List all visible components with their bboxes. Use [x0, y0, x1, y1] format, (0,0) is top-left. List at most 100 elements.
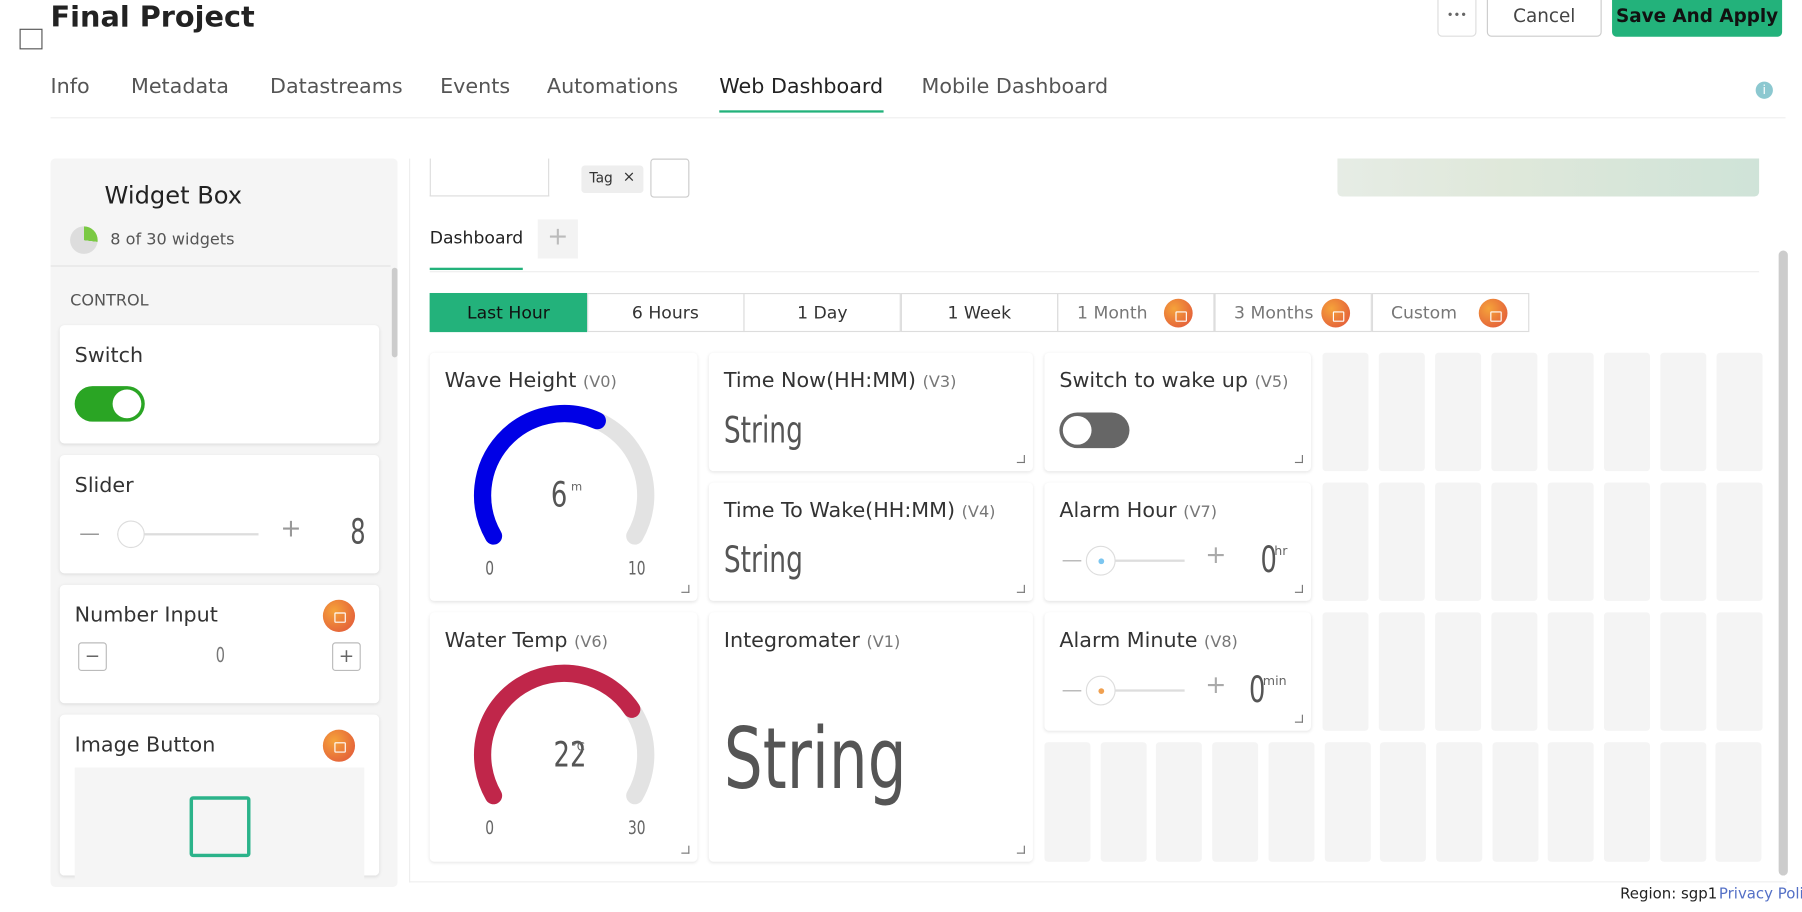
resize-handle [1294, 714, 1303, 723]
time-range[interactable]: 6 Hours [586, 292, 745, 333]
empty-cell [1378, 482, 1425, 601]
switch [74, 386, 145, 422]
resize-handle [1016, 584, 1025, 593]
more-button[interactable]: ••• [1437, 0, 1477, 37]
time-range[interactable]: Custom [1371, 292, 1529, 333]
widget-pin: (V5) [1254, 373, 1289, 392]
empty-cell [1324, 742, 1371, 862]
resize-handle [1294, 455, 1303, 464]
dashboard-widget[interactable]: Switch to wake up (V5) [1044, 352, 1312, 472]
empty-cell [1716, 352, 1763, 472]
space [955, 499, 962, 523]
plus: + [1205, 541, 1227, 570]
cancel-button[interactable]: Cancel [1486, 0, 1602, 37]
widget-card[interactable]: Image Button [59, 714, 380, 883]
dashboard-widget[interactable]: Wave Height (V0) 6 m 0 10 [429, 352, 698, 601]
widget-header: Water Temp (V6) [445, 629, 608, 653]
empty-cell [1322, 352, 1369, 472]
tag-remove[interactable]: × [622, 168, 636, 187]
resize-handle [1016, 845, 1025, 854]
slider-unit: min [1262, 673, 1287, 689]
slider-value: 8 [350, 512, 366, 553]
widget-card[interactable]: Switch [59, 325, 380, 444]
widget-card[interactable]: Slider — +8 [59, 455, 380, 574]
name-input[interactable] [429, 158, 550, 197]
minus-box[interactable]: − [78, 642, 107, 672]
widget-box-title: Widget Box [104, 181, 243, 210]
knob [117, 520, 145, 549]
empty-cell [1492, 742, 1539, 862]
time-range[interactable]: 3 Months [1214, 292, 1372, 333]
widget-box-icon [19, 28, 43, 50]
track [1090, 689, 1185, 692]
dashboard-widget[interactable]: Alarm Hour (V7) — +0 hr [1044, 482, 1312, 601]
tab[interactable]: Automations [546, 74, 679, 99]
widget-name: Integromater [723, 628, 860, 653]
empty-cell [1435, 482, 1482, 601]
tag-button[interactable] [650, 158, 690, 198]
image-icon [189, 796, 251, 858]
lock [1164, 298, 1194, 328]
widget-box: Widget Box 8 of 30 widgets CONTROL Switch Sl… [50, 158, 398, 888]
empty-cell [1100, 742, 1147, 862]
dashboard-widget[interactable]: Time To Wake(HH:MM) (V4) String [708, 482, 1033, 601]
minus: — [1061, 548, 1083, 573]
widget-name: Number Input [74, 603, 218, 628]
minus: — [1061, 677, 1083, 703]
empty-cell [1547, 612, 1594, 731]
dashboard-widget[interactable]: Integromater (V1) String [708, 612, 1033, 862]
widget-card[interactable]: Number Input − 0 + [59, 584, 380, 704]
scrollbar [391, 267, 398, 358]
save-button[interactable]: Save And Apply [1612, 0, 1783, 37]
gauge-fill [473, 405, 606, 545]
space [1177, 499, 1184, 523]
tab[interactable]: Web Dashboard [719, 75, 884, 113]
time-range[interactable]: 1 Day [743, 292, 902, 333]
footer-privacy[interactable]: Privacy Polic [1718, 885, 1802, 904]
label-value: String [723, 537, 803, 582]
time-range[interactable]: 1 Week [900, 292, 1058, 333]
time-range[interactable]: 1 Month [1057, 292, 1215, 333]
count-pie [70, 226, 98, 254]
gauge-unit: m [571, 481, 583, 495]
tab[interactable]: Info [50, 74, 90, 99]
empty-cell [1604, 352, 1650, 472]
lock [322, 599, 356, 632]
gauge-min: 0 [485, 557, 494, 580]
empty-cell [1660, 612, 1707, 731]
tab[interactable]: Metadata [130, 74, 229, 99]
time-range-label: Custom [1390, 302, 1458, 323]
gauge-fill [473, 664, 641, 805]
empty-cell [1604, 742, 1650, 862]
dashboard-widget[interactable]: Alarm Minute (V8) — +0 min [1044, 612, 1312, 731]
dashboard-tab[interactable]: Dashboard [429, 228, 524, 271]
empty-cell [1378, 612, 1425, 731]
time-range-label: Last Hour [466, 302, 550, 323]
empty-cell [1715, 742, 1762, 862]
plus-box[interactable]: + [332, 642, 361, 672]
tag-text: Tag [589, 170, 613, 187]
empty-cell [1604, 612, 1650, 731]
dashboard-widget[interactable]: Water Temp (V6) 22 °C 0 30 [429, 612, 698, 862]
time-range-label: 6 Hours [631, 302, 699, 323]
tab[interactable]: Datastreams [270, 74, 403, 99]
gauge-max: 10 [627, 557, 646, 580]
widget-header: Wave Height (V0) [445, 369, 617, 393]
widget-name: Switch [74, 343, 144, 368]
time-range[interactable]: Last Hour [429, 292, 588, 333]
widget-name: Time To Wake(HH:MM) [723, 498, 956, 523]
empty-cell [1604, 482, 1650, 601]
dashboard-widget[interactable]: Time Now(HH:MM) (V3) String [708, 352, 1033, 472]
tab[interactable]: Events [440, 74, 511, 99]
gauge-max: 30 [627, 816, 646, 839]
empty-cell [1660, 352, 1707, 472]
tag-chip: Tag × [581, 165, 644, 194]
widget-count: 8 of 30 widgets [110, 230, 235, 250]
widget-name: Water Temp [444, 628, 568, 653]
add-tab[interactable]: + [537, 219, 578, 259]
widget-header: Alarm Hour (V7) [1059, 499, 1217, 523]
tab[interactable]: Mobile Dashboard [921, 74, 1109, 99]
empty-cell [1491, 612, 1538, 731]
number-value: 0 [215, 643, 225, 668]
